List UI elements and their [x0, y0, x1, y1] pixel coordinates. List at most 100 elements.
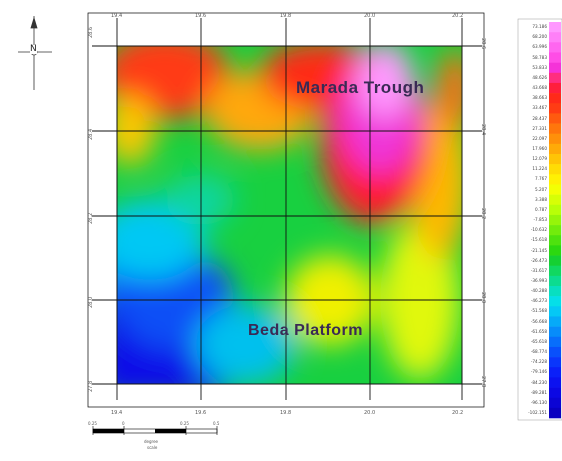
- legend-swatch: [549, 103, 561, 114]
- legend-swatch: [549, 245, 561, 256]
- legend-value: -21.145: [530, 247, 547, 253]
- legend-value: -26.473: [530, 257, 547, 263]
- legend-value: 68.200: [532, 34, 547, 40]
- legend-value: -102.151: [528, 409, 547, 415]
- legend-swatch: [549, 306, 561, 317]
- legend-frame: [517, 18, 562, 421]
- tick-top-0: 19.4: [111, 13, 123, 19]
- legend-swatch: [549, 204, 561, 216]
- legend-value: 43.668: [532, 85, 547, 90]
- legend-swatch: [549, 214, 561, 226]
- tick-left-0: 28.6: [88, 26, 94, 38]
- legend-value: 48.626: [532, 74, 547, 80]
- legend-swatch: [549, 164, 561, 175]
- tick-left-4: 27.8: [88, 380, 94, 392]
- legend-value: 11.224: [532, 166, 547, 172]
- legend-swatch: [549, 22, 561, 33]
- legend-value: -15.618: [530, 237, 547, 243]
- legend-value: 27.331: [532, 125, 547, 131]
- tick-bottom-1: 19.6: [195, 410, 207, 416]
- legend-swatch: [549, 357, 561, 368]
- legend-value: 58.783: [532, 54, 547, 60]
- tick-left-1: 28.4: [88, 128, 94, 140]
- scale-bar: [92, 426, 218, 435]
- legend-swatch: [549, 143, 561, 155]
- legend-value: -74.228: [530, 359, 547, 365]
- legend-swatch: [549, 265, 561, 277]
- legend-swatch: [549, 346, 561, 358]
- tick-right-3: 28.0: [480, 292, 486, 304]
- legend-swatch: [549, 296, 561, 307]
- legend-value: 53.833: [532, 64, 547, 70]
- legend-value: 22.097: [532, 135, 547, 141]
- legend-swatch: [549, 32, 561, 43]
- legend-value: -51.568: [530, 308, 547, 314]
- tick-left-2: 28.2: [88, 212, 94, 224]
- beda-platform-label: Beda Platform: [248, 322, 363, 339]
- legend-swatch: [549, 52, 561, 63]
- tick-right-1: 28.4: [480, 124, 486, 136]
- scale-tick-3: 0.5: [213, 421, 220, 426]
- tick-top-2: 19.8: [280, 13, 292, 19]
- scale-tick-2: 0.25: [180, 421, 189, 426]
- legend-value: -7.853: [533, 217, 548, 222]
- legend-swatch: [549, 397, 561, 409]
- legend-swatch: [549, 387, 561, 398]
- legend-value: 28.437: [532, 115, 547, 121]
- legend-swatch: [549, 407, 561, 419]
- legend-swatch: [549, 255, 561, 266]
- legend-value: 7.767: [535, 176, 547, 182]
- legend-swatch: [549, 316, 561, 327]
- legend-value: -31.617: [530, 267, 547, 273]
- tick-bottom-0: 19.4: [111, 410, 123, 416]
- legend-swatch: [549, 72, 561, 84]
- legend-value: -61.658: [530, 328, 547, 334]
- legend-swatch: [549, 184, 561, 195]
- legend-value: -96.130: [530, 399, 547, 405]
- legend-value: 5.207: [535, 186, 547, 192]
- map-grid: [92, 18, 482, 400]
- legend-value: 12.079: [532, 156, 547, 162]
- legend-value: -46.273: [530, 298, 547, 304]
- tick-top-1: 19.6: [195, 13, 207, 19]
- tick-right-4: 27.8: [480, 376, 486, 388]
- legend-value: -40.288: [530, 288, 547, 294]
- legend-value: -68.774: [530, 349, 547, 354]
- marada-trough-label: Marada Trough: [296, 78, 425, 97]
- tick-top-3: 20.0: [364, 13, 376, 19]
- legend-value: 3.388: [535, 196, 547, 202]
- color-legend: [549, 22, 561, 419]
- legend-swatch: [549, 133, 561, 145]
- scale-note: scale: [147, 445, 158, 450]
- tick-bottom-4: 20.2: [452, 410, 464, 416]
- legend-swatch: [549, 275, 561, 287]
- legend-swatch: [549, 235, 561, 246]
- legend-value: 63.996: [532, 44, 547, 50]
- legend-swatch: [549, 377, 561, 388]
- legend-swatch: [549, 225, 561, 236]
- legend-swatch: [549, 174, 561, 185]
- legend-swatch: [549, 62, 561, 74]
- tick-top-4: 20.2: [452, 13, 464, 19]
- legend-value: -56.668: [530, 318, 547, 324]
- legend-value: 33.467: [532, 105, 547, 111]
- legend-swatch: [549, 326, 561, 338]
- legend-value: -89.281: [530, 389, 547, 395]
- legend-swatch: [549, 82, 561, 94]
- legend-swatch: [549, 194, 561, 206]
- scale-tick-1: 0: [122, 421, 125, 426]
- anomaly-surface: [117, 46, 462, 384]
- tick-bottom-2: 19.8: [280, 410, 292, 416]
- legend-swatch: [549, 42, 561, 53]
- scale-tick-0: 0.25: [88, 421, 97, 426]
- legend-value: -36.993: [530, 277, 547, 283]
- legend-value: -84.230: [530, 379, 547, 385]
- tick-right-2: 28.2: [480, 208, 486, 220]
- legend-value: -79.146: [530, 369, 547, 375]
- north-letter: N: [30, 44, 37, 54]
- legend-value: 73.186: [532, 24, 547, 30]
- legend-value: 17.960: [532, 145, 547, 151]
- legend-value: 0.787: [535, 206, 547, 212]
